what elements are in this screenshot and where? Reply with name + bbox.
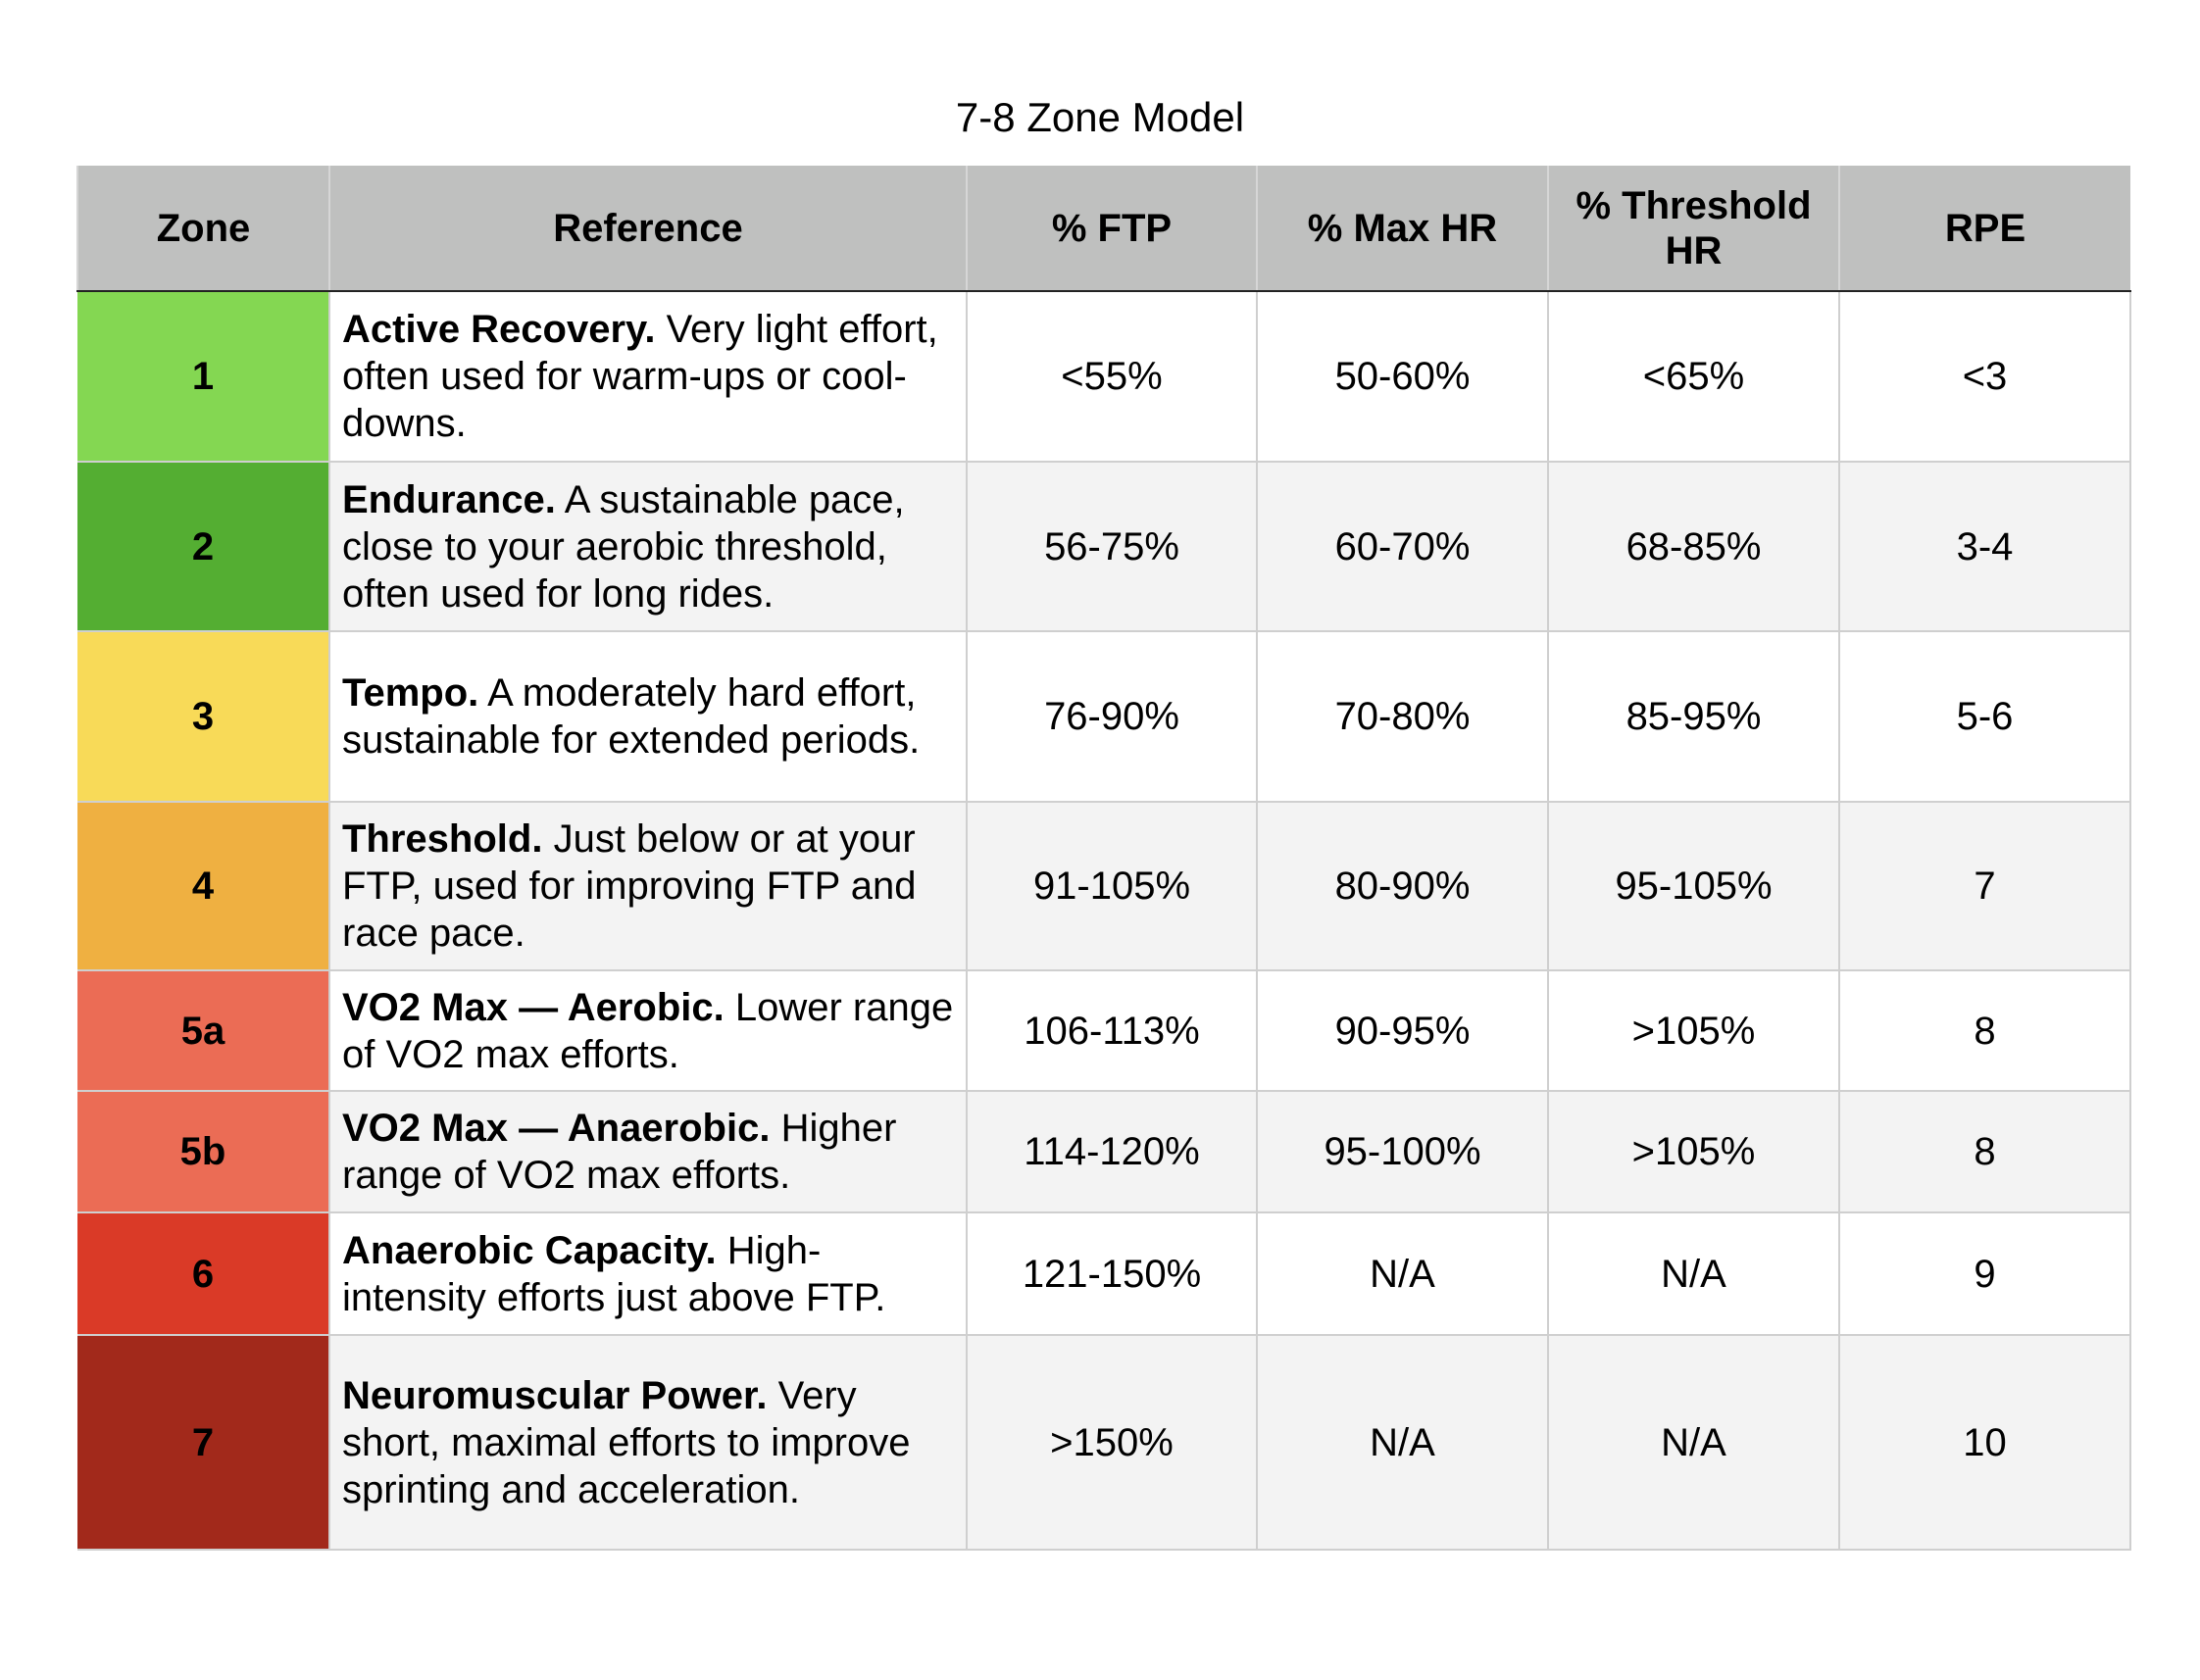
- max-hr-cell: 70-80%: [1256, 630, 1549, 803]
- column-header: Zone: [76, 166, 329, 292]
- rpe-cell: 7: [1838, 801, 2131, 971]
- zone-cell: 7: [77, 1334, 330, 1551]
- threshold-hr-cell: 85-95%: [1547, 630, 1840, 803]
- rpe-cell: <3: [1838, 290, 2131, 463]
- column-header: RPE: [1838, 166, 2130, 292]
- reference-name: Active Recovery.: [342, 308, 656, 351]
- reference-text: Just below or at your FTP, used for impr…: [342, 817, 917, 955]
- header-row: Zone Reference% FTP% Max HR% Threshold HR…: [76, 166, 2130, 292]
- zone-cell: 2: [77, 461, 330, 632]
- reference-text: High-intensity efforts just above FTP.: [342, 1228, 886, 1319]
- reference-name: VO2 Max — Aerobic.: [342, 985, 725, 1029]
- zone-row: 5a VO2 Max — Aerobic. Lower range of VO2 …: [77, 969, 2131, 1092]
- zone-row: 2 Endurance. A sustainable pace, close to…: [77, 461, 2131, 632]
- reference-text: A moderately hard effort, sustainable fo…: [342, 671, 921, 762]
- zone-row: 5b VO2 Max — Anaerobic. Higher range of V…: [77, 1090, 2131, 1213]
- reference-cell: Neuromuscular Power. Very short, maximal…: [328, 1334, 968, 1551]
- zone-cell: 3: [77, 630, 330, 803]
- reference-cell: Active Recovery. Very light effort, ofte…: [328, 290, 968, 463]
- threshold-hr-cell: N/A: [1547, 1334, 1840, 1551]
- reference-cell: VO2 Max — Anaerobic. Higher range of VO2…: [328, 1090, 968, 1213]
- rpe-cell: 3-4: [1838, 461, 2131, 632]
- ftp-cell: 106-113%: [966, 969, 1258, 1092]
- zone-row: 1 Active Recovery. Very light effort, oft…: [77, 290, 2131, 463]
- threshold-hr-cell: >105%: [1547, 1090, 1840, 1213]
- ftp-cell: 76-90%: [966, 630, 1258, 803]
- max-hr-cell: 60-70%: [1256, 461, 1549, 632]
- reference-text: A sustainable pace, close to your aerobi…: [342, 477, 905, 616]
- zone-row: 7 Neuromuscular Power. Very short, maxima…: [77, 1334, 2131, 1551]
- column-header: % FTP: [966, 166, 1257, 292]
- reference-text: Higher range of VO2 max efforts.: [342, 1107, 897, 1197]
- max-hr-cell: N/A: [1256, 1334, 1549, 1551]
- zone-cell: 5a: [77, 969, 330, 1092]
- rpe-cell: 9: [1838, 1211, 2131, 1336]
- ftp-cell: 121-150%: [966, 1211, 1258, 1336]
- threshold-hr-cell: N/A: [1547, 1211, 1840, 1336]
- rpe-cell: 8: [1838, 969, 2131, 1092]
- column-header: Reference: [328, 166, 967, 292]
- reference-name: Anaerobic Capacity.: [342, 1228, 717, 1272]
- reference-cell: VO2 Max — Aerobic. Lower range of VO2 ma…: [328, 969, 968, 1092]
- ftp-cell: >150%: [966, 1334, 1258, 1551]
- reference-name: Threshold.: [342, 817, 543, 861]
- column-header: % Max HR: [1256, 166, 1548, 292]
- threshold-hr-cell: >105%: [1547, 969, 1840, 1092]
- reference-text: Lower range of VO2 max efforts.: [342, 985, 954, 1076]
- reference-name: Tempo.: [342, 671, 479, 715]
- threshold-hr-cell: 68-85%: [1547, 461, 1840, 632]
- ftp-cell: 56-75%: [966, 461, 1258, 632]
- reference-text: Very light effort, often used for warm-u…: [342, 308, 938, 445]
- reference-name: Endurance.: [342, 477, 556, 521]
- rpe-cell: 5-6: [1838, 630, 2131, 803]
- reference-cell: Anaerobic Capacity. High-intensity effor…: [328, 1211, 968, 1336]
- reference-cell: Tempo. A moderately hard effort, sustain…: [328, 630, 968, 803]
- max-hr-cell: 95-100%: [1256, 1090, 1549, 1213]
- rpe-cell: 10: [1838, 1334, 2131, 1551]
- zone-table: Zone Reference% FTP% Max HR% Threshold HR…: [76, 166, 2131, 1551]
- max-hr-cell: 80-90%: [1256, 801, 1549, 971]
- zone-cell: 1: [77, 290, 330, 463]
- title: 7-8 Zone Model: [955, 94, 1245, 140]
- rpe-cell: 8: [1838, 1090, 2131, 1213]
- zone-cell: 5b: [77, 1090, 330, 1213]
- zone-cell: 6: [77, 1211, 330, 1336]
- zone-row: 6 Anaerobic Capacity. High-intensity effo…: [77, 1211, 2131, 1336]
- ftp-cell: <55%: [966, 290, 1258, 463]
- reference-text: Very short, maximal efforts to improve s…: [342, 1373, 911, 1511]
- reference-cell: Endurance. A sustainable pace, close to …: [328, 461, 968, 632]
- zone-row: 4 Threshold. Just below or at your FTP, u…: [77, 801, 2131, 971]
- max-hr-cell: 50-60%: [1256, 290, 1549, 463]
- reference-cell: Threshold. Just below or at your FTP, us…: [328, 801, 968, 971]
- max-hr-cell: 90-95%: [1256, 969, 1549, 1092]
- threshold-hr-cell: 95-105%: [1547, 801, 1840, 971]
- threshold-hr-cell: <65%: [1547, 290, 1840, 463]
- table-body: 1 Active Recovery. Very light effort, oft…: [77, 290, 2131, 1551]
- ftp-cell: 91-105%: [966, 801, 1258, 971]
- ftp-cell: 114-120%: [966, 1090, 1258, 1213]
- zone-cell: 4: [77, 801, 330, 971]
- reference-name: Neuromuscular Power.: [342, 1373, 768, 1417]
- reference-name: VO2 Max — Anaerobic.: [342, 1107, 771, 1150]
- zone-row: 3 Tempo. A moderately hard effort, sustai…: [77, 630, 2131, 803]
- column-header: % Threshold HR: [1547, 166, 1839, 292]
- max-hr-cell: N/A: [1256, 1211, 1549, 1336]
